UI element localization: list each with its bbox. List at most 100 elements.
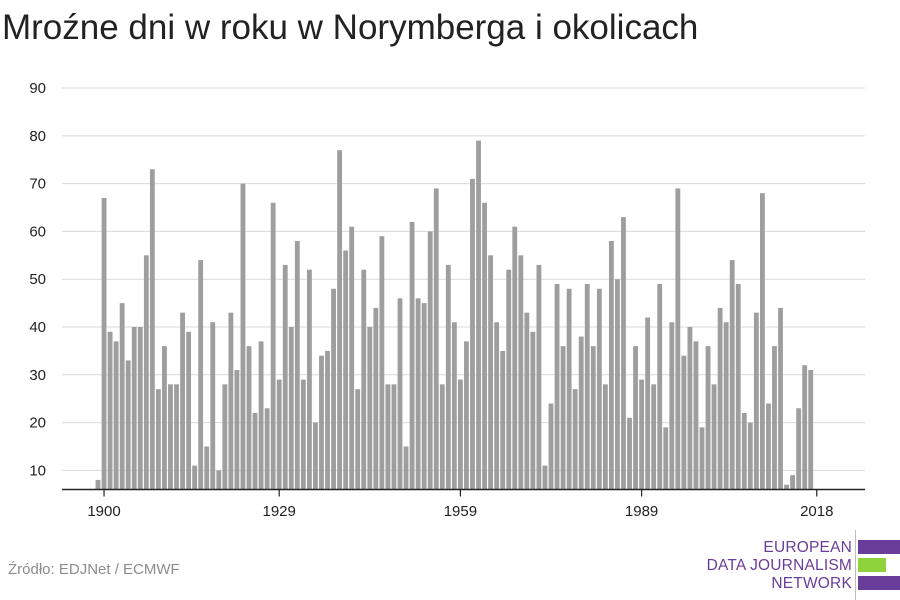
- bar-2002: [717, 307, 723, 490]
- bar-1996: [681, 355, 687, 490]
- bar-1950: [403, 446, 409, 490]
- bar-1906: [137, 327, 143, 490]
- bar-1946: [379, 236, 385, 490]
- bar-1914: [186, 331, 192, 490]
- bar-1902: [113, 341, 119, 490]
- bar-1908: [149, 169, 155, 490]
- bar-1997: [687, 327, 693, 490]
- bar-1907: [143, 255, 149, 490]
- bar-1949: [397, 298, 403, 490]
- bar-1976: [560, 346, 566, 490]
- logo-bar-1: [858, 540, 900, 554]
- y-tick-label: 30: [29, 367, 46, 384]
- bar-1991: [651, 384, 657, 490]
- y-tick-label: 80: [29, 128, 46, 145]
- bar-1942: [355, 389, 361, 490]
- bar-1920: [222, 384, 228, 490]
- chart-title: Mroźne dni w roku w Norymberga i okolica…: [2, 8, 699, 47]
- bar-1981: [590, 346, 596, 490]
- bar-1948: [391, 384, 397, 490]
- y-tick-label: 50: [29, 271, 46, 288]
- bar-1904: [125, 360, 131, 490]
- bar-1910: [162, 346, 167, 490]
- x-tick-label: 1900: [87, 503, 120, 520]
- bar-1987: [627, 417, 632, 490]
- bar-1988: [633, 346, 638, 490]
- bar-1925: [252, 413, 258, 490]
- bar-1945: [373, 307, 379, 490]
- bar-1995: [675, 188, 681, 490]
- bar-1957: [445, 264, 451, 490]
- bar-1930: [282, 264, 288, 490]
- bar-1998: [693, 341, 699, 490]
- bar-1936: [319, 355, 324, 490]
- bar-1962: [476, 140, 481, 490]
- bar-2014: [790, 475, 796, 490]
- bar-2006: [741, 413, 747, 490]
- bar-1927: [264, 408, 270, 490]
- bar-1989: [639, 379, 645, 490]
- bar-1975: [554, 284, 560, 490]
- bar-1994: [669, 322, 675, 490]
- bar-1926: [258, 341, 264, 490]
- bar-1966: [500, 350, 506, 490]
- bar-1986: [621, 217, 626, 490]
- x-tick-label: 1989: [625, 503, 658, 520]
- bar-1922: [234, 370, 240, 490]
- bar-1909: [155, 389, 161, 490]
- bar-1992: [657, 284, 663, 490]
- bar-1919: [216, 470, 222, 490]
- bar-1956: [439, 384, 445, 490]
- bar-1912: [174, 384, 179, 490]
- bar-1928: [270, 202, 276, 490]
- bar-1985: [615, 279, 620, 490]
- bar-1951: [409, 221, 415, 490]
- bar-chart: 10 20 30 40 50 60 70 80 90 1900 1929 1959 1989 2018: [29, 80, 865, 520]
- bar-1943: [361, 269, 367, 490]
- bar-1980: [584, 284, 590, 490]
- bar-1947: [385, 384, 391, 490]
- y-tick-label: 90: [29, 80, 46, 97]
- y-tick-label: 70: [29, 176, 46, 193]
- bar-1959: [457, 379, 463, 490]
- bar-2009: [759, 193, 765, 490]
- logo-text-line-3: NETWORK: [771, 575, 852, 592]
- bar-1934: [306, 269, 312, 490]
- y-tick-label: 60: [29, 223, 46, 240]
- bar-1958: [451, 322, 457, 490]
- bar-1900: [101, 197, 107, 490]
- y-axis-tick-labels: 10 20 30 40 50 60 70 80 90: [29, 80, 46, 479]
- bar-1944: [367, 327, 373, 490]
- bar-1939: [337, 150, 343, 490]
- bar-1973: [542, 465, 548, 490]
- bar-1935: [313, 422, 318, 490]
- bar-1899: [95, 479, 101, 490]
- bar-1937: [325, 350, 330, 490]
- edjnet-logo[interactable]: EUROPEAN DATA JOURNALISM NETWORK: [690, 530, 900, 600]
- bar-1953: [421, 303, 427, 490]
- bar-1917: [204, 446, 210, 490]
- bar-2007: [747, 422, 753, 490]
- logo-text-line-1: EUROPEAN: [763, 539, 852, 556]
- bar-1963: [482, 202, 487, 490]
- bar-1960: [464, 341, 469, 490]
- bar-2010: [766, 403, 771, 490]
- bar-1984: [608, 240, 614, 490]
- bar-2015: [796, 408, 802, 490]
- bar-1977: [566, 288, 572, 490]
- bar-2000: [705, 346, 711, 490]
- bar-1983: [602, 384, 608, 490]
- bar-1961: [470, 178, 475, 490]
- x-tick-label: 1929: [263, 503, 296, 520]
- bar-1978: [572, 389, 578, 490]
- bar-1982: [596, 288, 602, 490]
- bar-1913: [180, 312, 185, 490]
- logo-bar-2: [858, 558, 886, 572]
- y-tick-label: 10: [29, 462, 46, 479]
- bar-2005: [735, 284, 741, 490]
- bar-1918: [210, 322, 216, 490]
- x-tick-label: 1959: [444, 503, 477, 520]
- bar-1972: [536, 264, 542, 490]
- logo-bar-3: [858, 576, 900, 590]
- bar-1955: [433, 188, 439, 490]
